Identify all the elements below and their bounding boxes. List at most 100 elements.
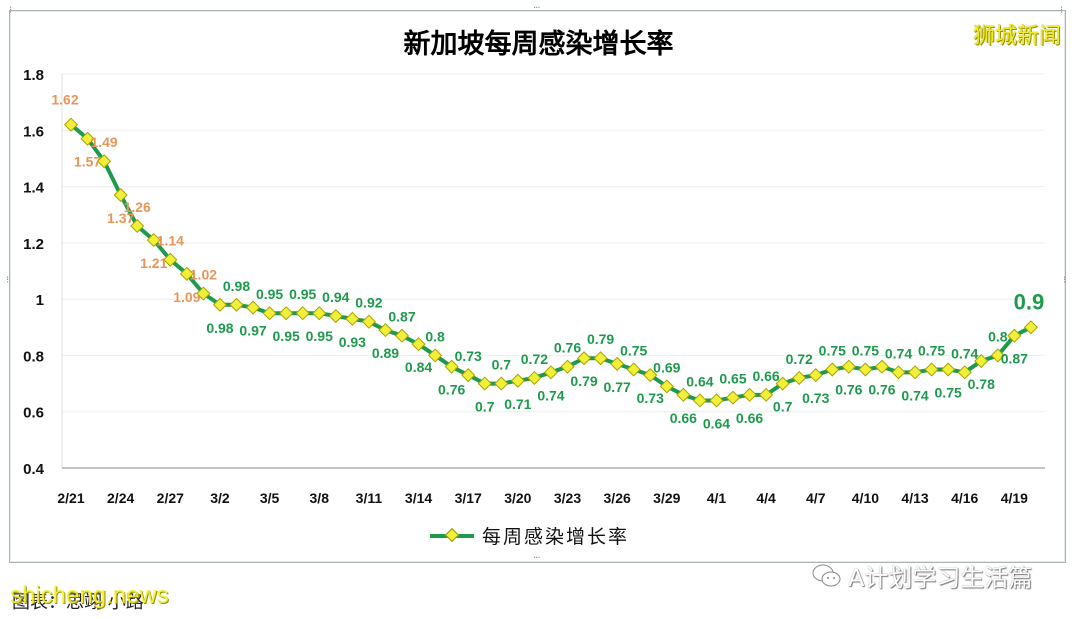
x-tick-label: 4/1 (707, 490, 727, 506)
data-label: 0.75 (935, 385, 962, 401)
data-point-marker[interactable] (212, 297, 228, 312)
data-point-marker[interactable] (245, 300, 261, 315)
data-point-marker[interactable] (560, 359, 575, 374)
data-label: 0.74 (537, 387, 564, 403)
data-point-marker[interactable] (527, 370, 542, 386)
data-point-marker[interactable] (841, 359, 856, 374)
legend-line-marker-icon (430, 533, 474, 538)
data-point-marker[interactable] (808, 368, 823, 383)
data-point-marker[interactable] (494, 376, 509, 391)
data-point-marker[interactable] (957, 365, 972, 380)
data-label: 1.57 (74, 154, 101, 170)
data-label: 0.64 (686, 373, 713, 389)
data-point-marker[interactable] (858, 362, 873, 377)
data-point-marker[interactable] (543, 365, 559, 380)
data-label: 0.78 (968, 376, 995, 392)
data-point-marker[interactable] (510, 373, 525, 388)
data-point-marker[interactable] (262, 306, 277, 321)
data-point-marker[interactable] (610, 356, 625, 371)
chart-title: 新加坡每周感染增长率 (403, 29, 674, 60)
resize-handle-bottom[interactable]: ··· (533, 553, 540, 564)
resize-handle-left[interactable]: ⁝ (6, 275, 9, 286)
data-point-marker[interactable] (130, 218, 145, 234)
data-label: 0.66 (670, 410, 697, 426)
data-label: 0.76 (438, 382, 465, 398)
data-point-marker[interactable] (643, 368, 658, 383)
data-point-marker[interactable] (941, 362, 956, 377)
x-tick-label: 4/16 (951, 490, 978, 506)
data-label: 0.72 (521, 351, 548, 367)
data-point-marker[interactable] (907, 365, 923, 380)
data-point-marker[interactable] (891, 365, 906, 380)
data-point-marker[interactable] (990, 348, 1005, 363)
data-point-marker[interactable] (659, 379, 674, 394)
x-tick-label: 2/21 (57, 490, 84, 506)
resize-handle-right[interactable]: ⁝ (1063, 275, 1066, 286)
data-point-marker[interactable] (163, 252, 178, 267)
data-point-marker[interactable] (461, 368, 476, 383)
resize-handle-top-right[interactable]: ⁝ (1060, 5, 1063, 16)
data-point-marker[interactable] (378, 323, 393, 338)
data-point-marker[interactable] (312, 306, 327, 321)
data-point-marker[interactable] (361, 314, 376, 329)
data-point-marker[interactable] (1007, 328, 1022, 343)
data-point-marker[interactable] (411, 337, 426, 352)
data-point-marker[interactable] (742, 387, 757, 402)
data-label: 0.76 (868, 382, 895, 398)
data-point-marker[interactable] (146, 232, 161, 248)
data-label: 0.75 (819, 343, 846, 359)
data-point-marker[interactable] (576, 351, 592, 366)
data-label: 0.9 (1014, 289, 1045, 314)
data-point-marker[interactable] (63, 117, 79, 132)
data-point-marker[interactable] (229, 297, 244, 312)
data-point-marker[interactable] (113, 187, 128, 203)
resize-handle-top-left[interactable]: ⁝ (9, 5, 12, 16)
data-point-marker[interactable] (725, 390, 741, 405)
data-point-marker[interactable] (345, 311, 360, 326)
data-point-marker[interactable] (179, 266, 194, 281)
data-point-marker[interactable] (196, 286, 211, 301)
data-point-marker[interactable] (279, 306, 294, 321)
data-label: 0.74 (901, 387, 928, 403)
data-point-marker[interactable] (593, 351, 608, 366)
data-point-marker[interactable] (709, 393, 724, 408)
x-tick-label: 3/5 (260, 490, 280, 506)
x-tick-label: 4/4 (756, 490, 776, 506)
data-point-marker[interactable] (477, 376, 492, 391)
data-label: 0.75 (620, 343, 647, 359)
data-label: 0.75 (918, 343, 945, 359)
data-point-marker[interactable] (1023, 320, 1038, 335)
data-point-marker[interactable] (792, 370, 807, 386)
data-label: 1.49 (90, 134, 117, 150)
data-point-marker[interactable] (874, 359, 890, 374)
data-point-marker[interactable] (626, 362, 641, 377)
y-tick-label: 1.8 (23, 67, 44, 84)
legend[interactable]: 每周感染增长率 (430, 522, 629, 549)
y-tick-label: 0.8 (23, 348, 44, 365)
data-point-marker[interactable] (444, 359, 459, 374)
x-tick-label: 2/24 (107, 490, 134, 506)
data-point-marker[interactable] (97, 154, 112, 169)
data-point-marker[interactable] (775, 376, 790, 391)
data-point-marker[interactable] (328, 308, 343, 324)
data-label: 0.79 (587, 331, 614, 347)
data-label: 0.74 (951, 345, 978, 361)
data-point-marker[interactable] (692, 393, 707, 408)
y-tick-label: 1.6 (23, 123, 44, 140)
source-watermark: shicheng.news (10, 582, 169, 609)
data-point-marker[interactable] (80, 131, 95, 146)
data-point-marker[interactable] (924, 362, 939, 377)
data-point-marker[interactable] (759, 387, 774, 402)
data-point-marker[interactable] (825, 362, 840, 377)
wechat-icon (812, 564, 841, 586)
data-point-marker[interactable] (295, 306, 310, 321)
data-point-marker[interactable] (394, 328, 410, 343)
data-point-marker[interactable] (428, 348, 443, 363)
data-label: 0.75 (852, 343, 879, 359)
data-label: 0.66 (752, 368, 779, 384)
data-label: 0.71 (504, 396, 531, 412)
data-point-marker[interactable] (974, 353, 989, 369)
data-label: 0.8 (988, 328, 1008, 344)
data-point-marker[interactable] (676, 387, 691, 402)
resize-handle-top[interactable]: ··· (533, 3, 540, 14)
